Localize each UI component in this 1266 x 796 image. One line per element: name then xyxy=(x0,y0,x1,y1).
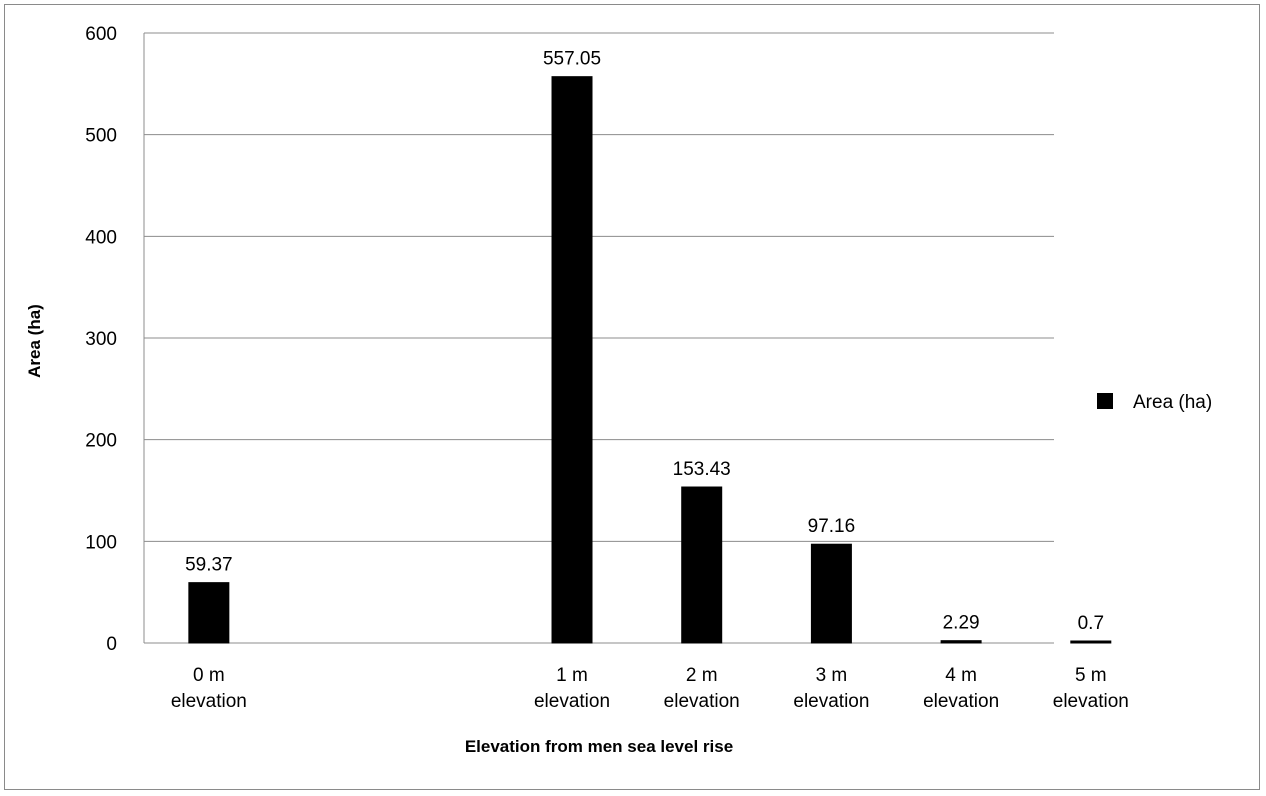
x-tick-label-line: elevation xyxy=(923,691,999,712)
legend: Area (ha) xyxy=(1097,392,1212,413)
x-tick-label-line: 4 m xyxy=(945,665,977,686)
x-tick-label-line: elevation xyxy=(664,691,740,712)
bar xyxy=(810,543,852,644)
y-tick-label: 600 xyxy=(85,24,117,45)
y-axis-ticks: 0 100 200 300 400 500 600 xyxy=(85,24,117,655)
x-tick-label: 2 m elevation xyxy=(664,665,740,712)
bars xyxy=(188,76,1112,644)
legend-label: Area (ha) xyxy=(1133,392,1212,413)
x-tick-label-line: elevation xyxy=(1053,691,1129,712)
x-tick-label: 5 m elevation xyxy=(1053,665,1129,712)
x-tick-label-line: elevation xyxy=(793,691,869,712)
data-label: 97.16 xyxy=(808,516,856,537)
x-tick-label-line: 3 m xyxy=(816,665,848,686)
y-tick-label: 200 xyxy=(85,431,117,452)
data-labels: 59.37 557.05 153.43 97.16 2.29 0.7 xyxy=(185,49,1104,634)
y-tick-label: 400 xyxy=(85,227,117,248)
data-label: 557.05 xyxy=(543,49,601,70)
y-tick-label: 500 xyxy=(85,126,117,147)
gridlines xyxy=(143,32,1054,644)
x-tick-label-line: 1 m xyxy=(556,665,588,686)
y-tick-label: 300 xyxy=(85,329,117,350)
x-tick-label: 3 m elevation xyxy=(793,665,869,712)
x-tick-label-line: elevation xyxy=(534,691,610,712)
legend-swatch xyxy=(1097,393,1113,409)
y-axis-title: Area (ha) xyxy=(25,304,44,378)
y-tick-label: 100 xyxy=(85,532,117,553)
data-label: 59.37 xyxy=(185,555,233,576)
bar xyxy=(188,582,230,644)
x-tick-label: 1 m elevation xyxy=(534,665,610,712)
x-tick-label-line: 2 m xyxy=(686,665,718,686)
x-axis-category-labels: 0 m elevation 1 m elevation 2 m elevation 3 m e… xyxy=(171,665,1129,712)
x-tick-label-line: elevation xyxy=(171,691,247,712)
x-tick-label-line: 0 m xyxy=(193,665,225,686)
x-tick-label-line: 5 m xyxy=(1075,665,1107,686)
data-label: 0.7 xyxy=(1078,613,1104,634)
bar xyxy=(681,486,723,644)
x-tick-label: 0 m elevation xyxy=(171,665,247,712)
x-axis-title: Elevation from men sea level rise xyxy=(465,737,733,756)
bar xyxy=(940,640,982,644)
y-tick-label: 0 xyxy=(106,634,117,655)
data-label: 2.29 xyxy=(943,613,980,634)
bar xyxy=(551,76,593,644)
bar xyxy=(1070,640,1112,644)
x-tick-label: 4 m elevation xyxy=(923,665,999,712)
data-label: 153.43 xyxy=(673,459,731,480)
